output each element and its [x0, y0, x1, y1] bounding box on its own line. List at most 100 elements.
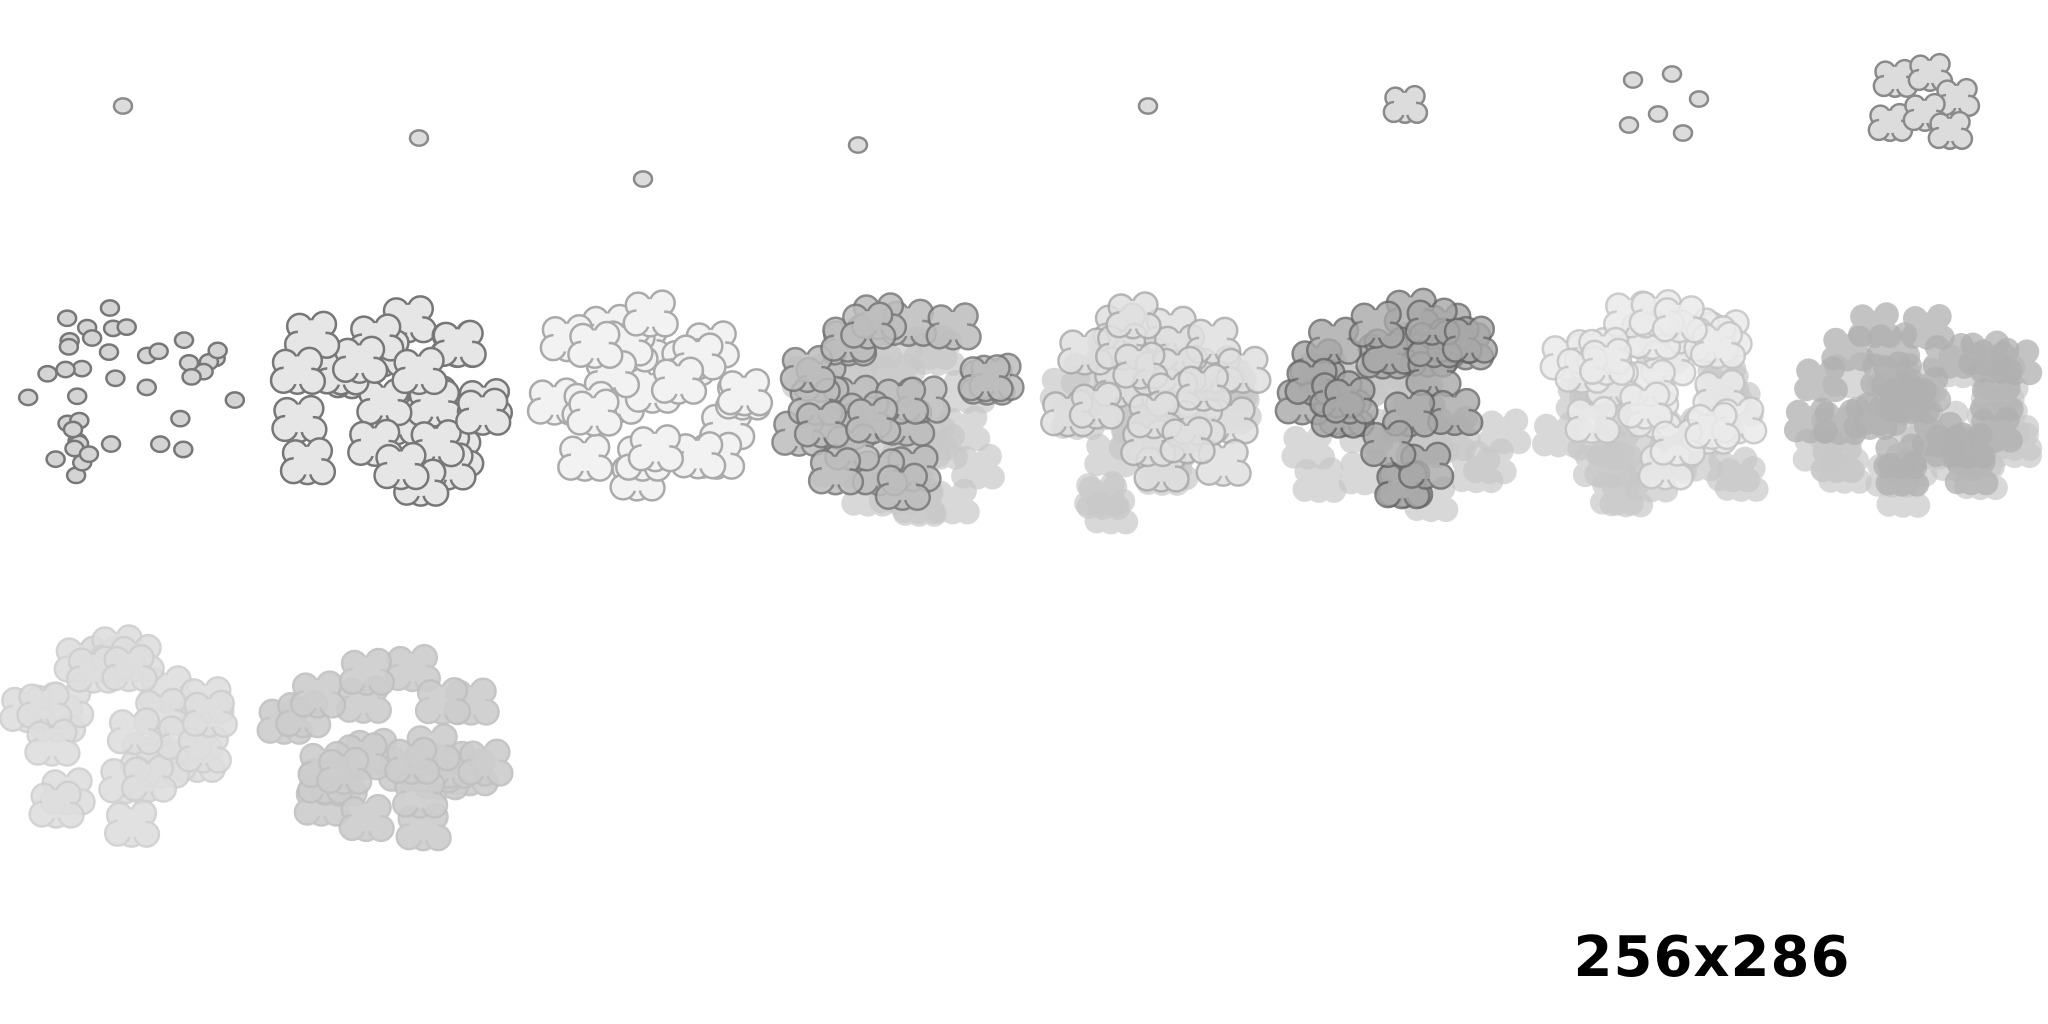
clover: [840, 301, 897, 350]
clover-center: [1630, 391, 1659, 420]
clover-center: [1440, 397, 1469, 426]
clover: [1794, 356, 1848, 403]
clover-center: [1393, 92, 1417, 116]
clover-center: [397, 746, 426, 775]
pebble: [632, 170, 654, 188]
clover-center: [405, 780, 434, 809]
clover-center: [115, 653, 144, 682]
sprite-frame: [1382, 84, 1429, 124]
clover-center: [283, 356, 312, 385]
clover-center: [42, 790, 71, 819]
clover-center: [117, 809, 146, 838]
pebble: [116, 318, 137, 336]
sprite-frame: [1783, 302, 2043, 518]
clover: [373, 441, 430, 491]
clover: [1907, 52, 1954, 92]
clover-center: [284, 404, 313, 433]
clover-center: [1663, 428, 1692, 457]
clover-center: [1304, 465, 1333, 494]
clover: [106, 707, 164, 756]
clover-center: [1913, 312, 1942, 341]
clover-center: [134, 764, 163, 793]
clover: [1292, 457, 1347, 503]
pebble: [148, 342, 169, 361]
sprite-frame: [771, 292, 1025, 527]
clover: [289, 670, 347, 719]
clover: [338, 793, 395, 843]
pebble: [1688, 90, 1710, 108]
clover: [650, 356, 708, 405]
clover-center: [394, 304, 423, 333]
pebble: [45, 450, 66, 469]
clover-center: [1411, 451, 1440, 480]
pebble: [847, 136, 869, 154]
clover: [414, 676, 472, 726]
clover-center: [730, 377, 759, 406]
clover: [331, 335, 389, 384]
clover-center: [1938, 118, 1962, 142]
clover: [716, 368, 774, 417]
clover: [1714, 456, 1769, 502]
clover: [1578, 337, 1636, 386]
pebble: [100, 435, 122, 453]
clover: [1564, 395, 1621, 445]
clover-center: [683, 440, 712, 469]
pebble: [112, 97, 134, 115]
pebble: [1647, 105, 1669, 123]
pebble: [62, 420, 84, 439]
clover: [1531, 411, 1586, 458]
clover-center: [636, 299, 665, 328]
pebble: [37, 364, 58, 383]
clover: [566, 388, 623, 437]
clover: [269, 346, 327, 395]
pebble: [1622, 71, 1644, 89]
clover: [1969, 406, 2023, 453]
clover-center: [352, 657, 381, 686]
clover-center: [1198, 326, 1227, 355]
pebble: [224, 391, 246, 409]
clover: [279, 437, 337, 486]
pebble: [78, 445, 100, 464]
clover: [1934, 77, 1981, 117]
clover-center: [470, 748, 499, 777]
clover-center: [1082, 391, 1111, 420]
clover: [316, 746, 373, 796]
clover-center: [938, 487, 967, 516]
clover: [1215, 345, 1272, 395]
sprite-frame: [1039, 291, 1272, 535]
clover-center: [189, 735, 218, 764]
clover: [1382, 84, 1429, 124]
clover-center: [1140, 400, 1169, 429]
clover-center: [1918, 60, 1942, 84]
pebble: [105, 369, 126, 388]
clover: [103, 799, 161, 848]
clover-center: [1578, 405, 1607, 434]
pebble: [1672, 124, 1694, 142]
clover-center: [398, 653, 427, 682]
clover: [1195, 438, 1252, 487]
clover-center: [1489, 416, 1518, 445]
clover-center: [420, 388, 449, 417]
clover: [1305, 316, 1363, 365]
clover-center: [1698, 411, 1727, 440]
pebble: [181, 367, 202, 386]
clover: [1175, 363, 1233, 412]
clover: [957, 354, 1014, 403]
clover-center: [807, 409, 836, 438]
pebble: [408, 129, 430, 147]
clover: [271, 394, 328, 444]
clover: [1159, 416, 1216, 465]
clover: [24, 718, 81, 767]
clover-center: [444, 329, 473, 358]
pebble: [99, 299, 121, 317]
clover-center: [1806, 364, 1835, 393]
clover: [1875, 450, 1930, 497]
clover-center: [1703, 330, 1732, 359]
pebble: [55, 360, 76, 379]
clover-center: [853, 311, 882, 340]
pebble: [1618, 116, 1640, 134]
clover-center: [293, 446, 322, 475]
clover-center: [405, 356, 434, 385]
clover-center: [1865, 398, 1894, 427]
clover-center: [1335, 386, 1364, 415]
